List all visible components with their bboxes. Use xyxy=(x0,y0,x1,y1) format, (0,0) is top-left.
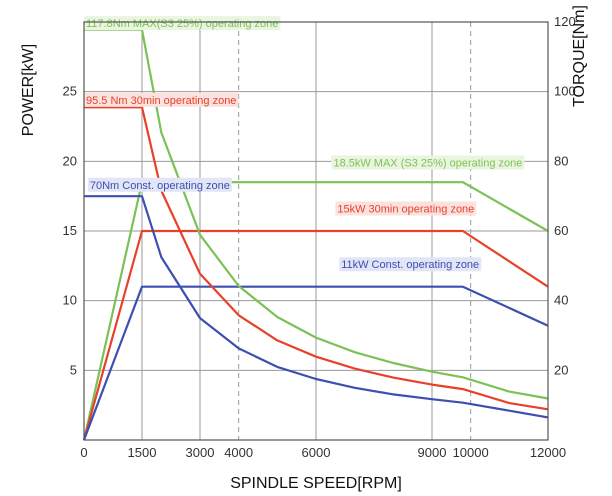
annotation-text: 11kW Const. operating zone xyxy=(341,259,479,271)
y-left-tick-label: 5 xyxy=(70,362,77,377)
annotation-label: 11kW Const. operating zone xyxy=(339,257,481,271)
y-right-tick-label: 60 xyxy=(554,223,568,238)
x-tick-label: 1500 xyxy=(128,445,157,460)
annotation-text: 95.5 Nm 30min operating zone xyxy=(86,95,236,107)
annotation-label: 95.5 Nm 30min operating zone xyxy=(84,93,238,107)
annotation-label: 15kW 30min operating zone xyxy=(335,201,476,215)
x-tick-label: 6000 xyxy=(302,445,331,460)
y-left-tick-label: 25 xyxy=(63,84,77,99)
annotation-text: 117.8Nm MAX(S3 25%) operating zone xyxy=(86,18,278,30)
annotation-label: 18.5kW MAX (S3 25%) operating zone xyxy=(331,156,524,170)
x-axis-title: SPINDLE SPEED[RPM] xyxy=(230,475,402,492)
y-right-tick-label: 20 xyxy=(554,362,568,377)
y-left-tick-label: 10 xyxy=(63,293,77,308)
x-tick-label: 10000 xyxy=(453,445,489,460)
y-left-tick-label: 15 xyxy=(63,223,77,238)
annotation-label: 70Nm Const. operating zone xyxy=(88,178,232,192)
annotation-label: 117.8Nm MAX(S3 25%) operating zone xyxy=(84,16,280,30)
y-right-tick-label: 80 xyxy=(554,153,568,168)
annotation-text: 15kW 30min operating zone xyxy=(337,203,474,215)
annotation-text: 18.5kW MAX (S3 25%) operating zone xyxy=(333,158,522,170)
y-right-tick-label: 40 xyxy=(554,293,568,308)
y-axis-left-title: POWER[kW] xyxy=(20,44,37,136)
x-tick-label: 0 xyxy=(80,445,87,460)
x-tick-label: 3000 xyxy=(186,445,215,460)
x-tick-label: 9000 xyxy=(418,445,447,460)
y-left-tick-label: 20 xyxy=(63,153,77,168)
x-tick-label: 4000 xyxy=(224,445,253,460)
x-tick-label: 12000 xyxy=(530,445,566,460)
y-axis-right-title: TORQUE[Nm] xyxy=(571,5,588,107)
annotation-text: 70Nm Const. operating zone xyxy=(90,180,230,192)
